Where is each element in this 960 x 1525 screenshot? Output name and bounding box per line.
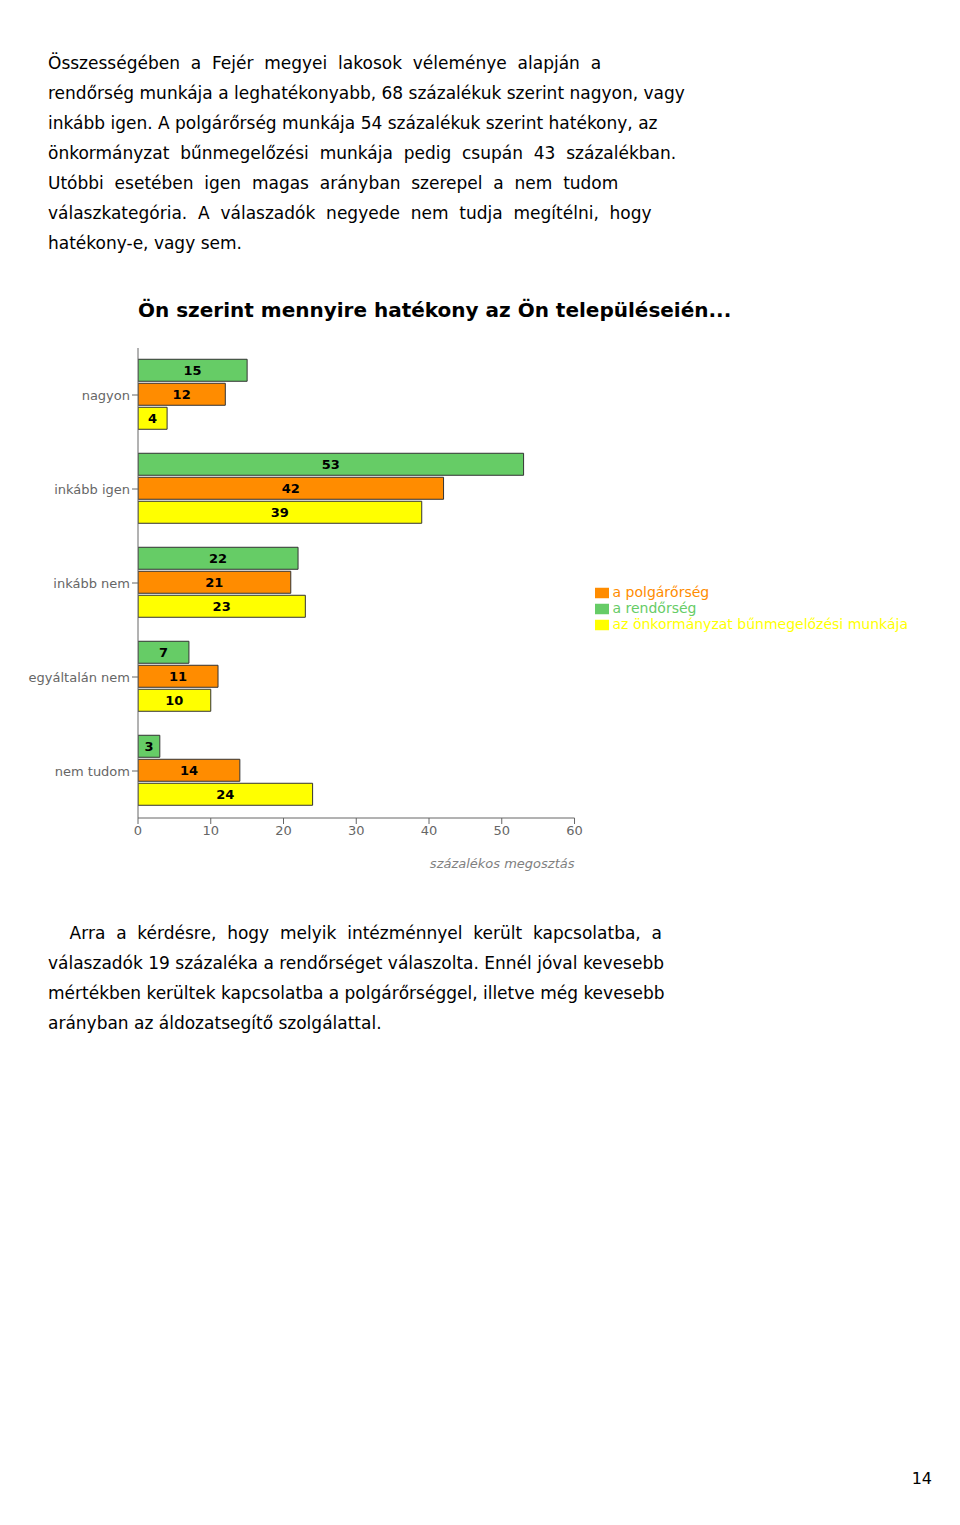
svg-text:10: 10	[165, 693, 183, 708]
svg-text:7: 7	[159, 645, 168, 660]
html-text:válaszadók 19 százaléka a rend: válaszadók 19 százaléka a rendőrséget vá…	[48, 953, 664, 973]
html-text:inkább igen. A polgárőrség mun: inkább igen. A polgárőrség munkája 54 sz…	[48, 113, 658, 133]
svg-text:nagyon: nagyon	[82, 388, 130, 403]
svg-text:39: 39	[271, 505, 289, 520]
html-text:Utóbbi esetében igen magas ará: Utóbbi esetében igen magas arányban szer…	[48, 173, 619, 193]
html-text:az önkormányzat bűnmegelőzési: az önkormányzat bűnmegelőzési munkája	[612, 616, 908, 632]
svg-text:százalékos megosztás: százalékos megosztás	[430, 856, 575, 871]
html-text:mértékben kerültek kapcsolatba: mértékben kerültek kapcsolatba a polgárő…	[48, 983, 665, 1003]
html-text:hatékony-e, vagy sem.: hatékony-e, vagy sem.	[48, 233, 242, 253]
html-text:rendőrség munkája a leghatékon: rendőrség munkája a leghatékonyabb, 68 s…	[48, 83, 685, 103]
svg-text:15: 15	[184, 363, 202, 378]
svg-text:10: 10	[202, 823, 219, 838]
svg-text:40: 40	[421, 823, 438, 838]
svg-text:3: 3	[144, 739, 153, 754]
svg-text:22: 22	[209, 551, 227, 566]
html-text:a rendőrség: a rendőrség	[612, 600, 697, 616]
html-text:a polgárőrség: a polgárőrség	[612, 584, 710, 600]
svg-text:inkább nem: inkább nem	[53, 576, 130, 591]
svg-text:egyáltalán nem: egyáltalán nem	[29, 670, 130, 685]
html-text:14: 14	[911, 1469, 932, 1488]
svg-text:12: 12	[173, 387, 191, 402]
svg-text:0: 0	[134, 823, 142, 838]
html-text:Ön szerint mennyire hatékony a: Ön szerint mennyire hatékony az Ön telep…	[138, 298, 732, 322]
svg-text:14: 14	[180, 763, 198, 778]
html-text:Összességében a Fejér megyei l: Összességében a Fejér megyei lakosok vél…	[48, 53, 602, 73]
html-text:önkormányzat bűnmegelőzési mun: önkormányzat bűnmegelőzési munkája pedig…	[48, 143, 677, 163]
svg-text:inkább igen: inkább igen	[54, 482, 130, 497]
html-text:Arra a kérdésre, hogy melyik i: Arra a kérdésre, hogy melyik intézménnye…	[48, 923, 662, 943]
svg-text:23: 23	[213, 599, 231, 614]
svg-text:nem tudom: nem tudom	[55, 764, 130, 779]
svg-text:42: 42	[282, 481, 300, 496]
svg-text:20: 20	[275, 823, 292, 838]
svg-text:30: 30	[348, 823, 365, 838]
html-text:arányban az áldozatsegítő szol: arányban az áldozatsegítő szolgálattal.	[48, 1013, 382, 1033]
svg-text:50: 50	[493, 823, 510, 838]
svg-text:60: 60	[566, 823, 583, 838]
svg-text:53: 53	[322, 457, 340, 472]
svg-text:21: 21	[205, 575, 223, 590]
html-text:válaszkategória. A válaszadók: válaszkategória. A válaszadók negyede ne…	[48, 203, 652, 223]
svg-text:11: 11	[169, 669, 187, 684]
svg-text:4: 4	[148, 411, 157, 426]
svg-text:24: 24	[216, 787, 234, 802]
